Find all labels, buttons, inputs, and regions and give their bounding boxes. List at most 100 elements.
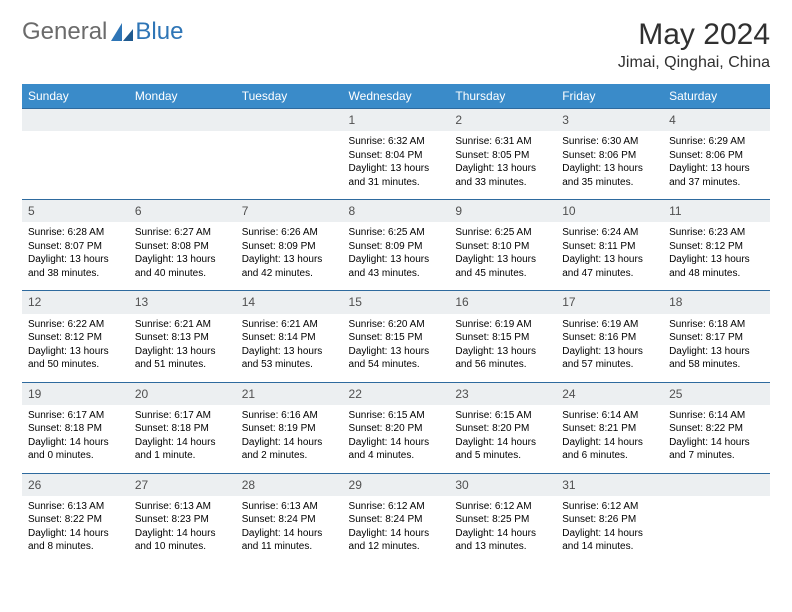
day-line: Sunrise: 6:13 AM [28, 500, 123, 514]
day-line: Sunset: 8:18 PM [135, 422, 230, 436]
calendar-cell: 23Sunrise: 6:15 AMSunset: 8:20 PMDayligh… [449, 382, 556, 473]
day-line: Daylight: 13 hours [135, 345, 230, 359]
day-line: Daylight: 13 hours [349, 253, 444, 267]
day-number: 17 [556, 291, 663, 313]
day-line: and 42 minutes. [242, 267, 337, 281]
calendar-cell: 7Sunrise: 6:26 AMSunset: 8:09 PMDaylight… [236, 200, 343, 291]
day-number: 11 [663, 200, 770, 222]
day-body: Sunrise: 6:16 AMSunset: 8:19 PMDaylight:… [236, 405, 343, 473]
day-body: Sunrise: 6:19 AMSunset: 8:15 PMDaylight:… [449, 314, 556, 382]
day-line: Sunset: 8:24 PM [242, 513, 337, 527]
calendar-row: 19Sunrise: 6:17 AMSunset: 8:18 PMDayligh… [22, 382, 770, 473]
day-number: 5 [22, 200, 129, 222]
day-line: Sunset: 8:22 PM [28, 513, 123, 527]
day-line: Sunrise: 6:12 AM [455, 500, 550, 514]
day-body: Sunrise: 6:24 AMSunset: 8:11 PMDaylight:… [556, 222, 663, 290]
day-line: Daylight: 14 hours [562, 527, 657, 541]
day-line: and 45 minutes. [455, 267, 550, 281]
day-line: and 53 minutes. [242, 358, 337, 372]
day-line: Daylight: 14 hours [28, 436, 123, 450]
day-number: 25 [663, 383, 770, 405]
day-number: 22 [343, 383, 450, 405]
day-line: and 58 minutes. [669, 358, 764, 372]
calendar-cell: 9Sunrise: 6:25 AMSunset: 8:10 PMDaylight… [449, 200, 556, 291]
day-line: Daylight: 14 hours [349, 527, 444, 541]
day-line: and 7 minutes. [669, 449, 764, 463]
day-line: Daylight: 13 hours [28, 253, 123, 267]
day-line: Sunrise: 6:18 AM [669, 318, 764, 332]
calendar-cell [663, 473, 770, 564]
day-line: Sunset: 8:10 PM [455, 240, 550, 254]
calendar-cell: 28Sunrise: 6:13 AMSunset: 8:24 PMDayligh… [236, 473, 343, 564]
calendar-row: 5Sunrise: 6:28 AMSunset: 8:07 PMDaylight… [22, 200, 770, 291]
day-body: Sunrise: 6:13 AMSunset: 8:24 PMDaylight:… [236, 496, 343, 564]
day-line: and 6 minutes. [562, 449, 657, 463]
day-line: Daylight: 13 hours [242, 253, 337, 267]
day-line: Sunset: 8:18 PM [28, 422, 123, 436]
day-body: Sunrise: 6:28 AMSunset: 8:07 PMDaylight:… [22, 222, 129, 290]
day-line: Sunrise: 6:31 AM [455, 135, 550, 149]
day-number: 28 [236, 474, 343, 496]
day-number-empty [22, 109, 129, 131]
day-line: Daylight: 13 hours [349, 345, 444, 359]
day-line: Sunrise: 6:25 AM [455, 226, 550, 240]
day-line: Sunset: 8:17 PM [669, 331, 764, 345]
day-line: Sunset: 8:07 PM [28, 240, 123, 254]
day-line: and 40 minutes. [135, 267, 230, 281]
day-number-empty [236, 109, 343, 131]
day-line: Sunrise: 6:21 AM [135, 318, 230, 332]
day-line: Sunrise: 6:13 AM [135, 500, 230, 514]
day-line: Sunrise: 6:23 AM [669, 226, 764, 240]
day-header: Thursday [449, 84, 556, 109]
day-line: Sunrise: 6:15 AM [349, 409, 444, 423]
day-number: 24 [556, 383, 663, 405]
day-line: Sunrise: 6:24 AM [562, 226, 657, 240]
day-line: and 50 minutes. [28, 358, 123, 372]
day-body-empty [129, 131, 236, 193]
day-number: 14 [236, 291, 343, 313]
calendar-cell: 16Sunrise: 6:19 AMSunset: 8:15 PMDayligh… [449, 291, 556, 382]
day-line: Sunrise: 6:17 AM [28, 409, 123, 423]
calendar-row: 1Sunrise: 6:32 AMSunset: 8:04 PMDaylight… [22, 109, 770, 200]
calendar-cell [236, 109, 343, 200]
day-number: 16 [449, 291, 556, 313]
day-line: and 35 minutes. [562, 176, 657, 190]
day-line: Sunrise: 6:27 AM [135, 226, 230, 240]
day-body: Sunrise: 6:15 AMSunset: 8:20 PMDaylight:… [343, 405, 450, 473]
day-number: 15 [343, 291, 450, 313]
day-body-empty [22, 131, 129, 193]
day-line: and 43 minutes. [349, 267, 444, 281]
day-line: and 13 minutes. [455, 540, 550, 554]
day-body: Sunrise: 6:12 AMSunset: 8:26 PMDaylight:… [556, 496, 663, 564]
day-line: Sunset: 8:24 PM [349, 513, 444, 527]
day-line: Sunset: 8:13 PM [135, 331, 230, 345]
day-body: Sunrise: 6:23 AMSunset: 8:12 PMDaylight:… [663, 222, 770, 290]
calendar-cell: 14Sunrise: 6:21 AMSunset: 8:14 PMDayligh… [236, 291, 343, 382]
day-line: Sunrise: 6:14 AM [669, 409, 764, 423]
day-body: Sunrise: 6:21 AMSunset: 8:13 PMDaylight:… [129, 314, 236, 382]
day-number-empty [129, 109, 236, 131]
day-number: 29 [343, 474, 450, 496]
day-number: 10 [556, 200, 663, 222]
day-line: and 0 minutes. [28, 449, 123, 463]
day-body: Sunrise: 6:29 AMSunset: 8:06 PMDaylight:… [663, 131, 770, 199]
logo: General Blue [22, 18, 183, 46]
day-body: Sunrise: 6:15 AMSunset: 8:20 PMDaylight:… [449, 405, 556, 473]
day-line: and 4 minutes. [349, 449, 444, 463]
day-line: Sunset: 8:20 PM [455, 422, 550, 436]
logo-text-1: General [22, 18, 107, 46]
day-line: Sunrise: 6:14 AM [562, 409, 657, 423]
day-line: Sunrise: 6:29 AM [669, 135, 764, 149]
day-body: Sunrise: 6:30 AMSunset: 8:06 PMDaylight:… [556, 131, 663, 199]
day-header: Tuesday [236, 84, 343, 109]
day-line: Sunset: 8:06 PM [562, 149, 657, 163]
day-line: Daylight: 14 hours [135, 436, 230, 450]
calendar-cell: 21Sunrise: 6:16 AMSunset: 8:19 PMDayligh… [236, 382, 343, 473]
day-body-empty [236, 131, 343, 193]
calendar-cell [129, 109, 236, 200]
day-line: Sunrise: 6:12 AM [562, 500, 657, 514]
calendar-cell: 1Sunrise: 6:32 AMSunset: 8:04 PMDaylight… [343, 109, 450, 200]
calendar-cell: 30Sunrise: 6:12 AMSunset: 8:25 PMDayligh… [449, 473, 556, 564]
day-body: Sunrise: 6:21 AMSunset: 8:14 PMDaylight:… [236, 314, 343, 382]
day-number: 12 [22, 291, 129, 313]
